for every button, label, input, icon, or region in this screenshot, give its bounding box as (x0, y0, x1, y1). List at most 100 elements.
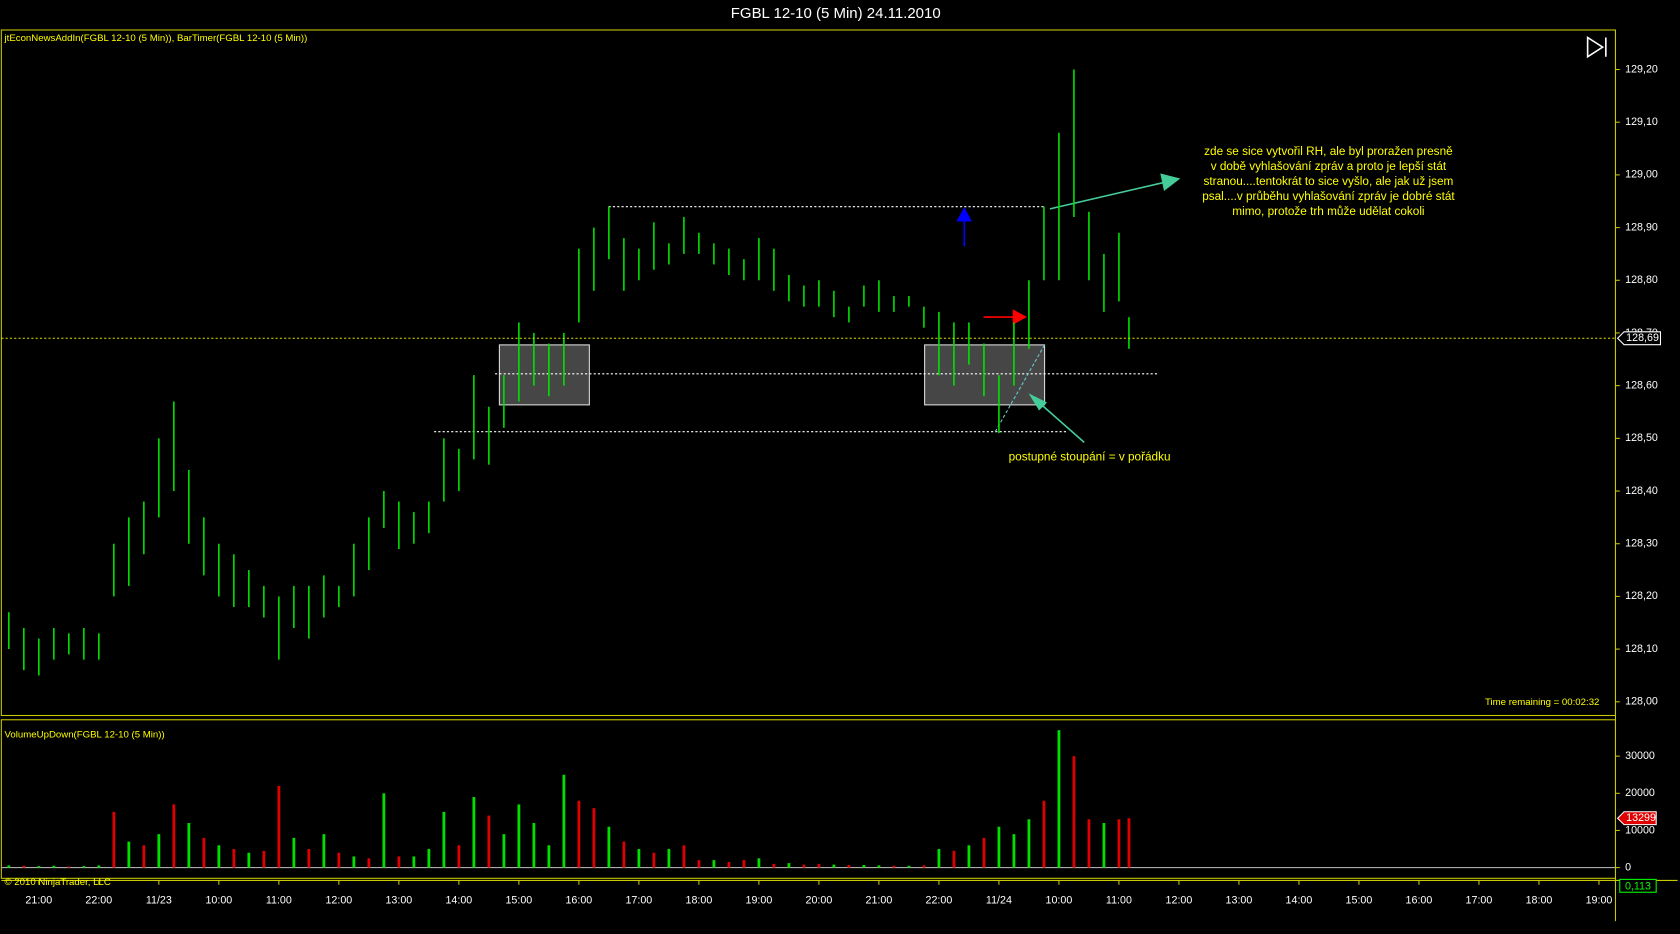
volume-bar (67, 866, 71, 868)
volume-bar (1012, 834, 1016, 868)
x-tick-label: 10:00 (1046, 895, 1073, 907)
x-tick-label: 20:00 (806, 895, 833, 907)
x-tick-label: 18:00 (1526, 895, 1553, 907)
volume-bar (862, 864, 866, 868)
y-tick-label: 129,00 (1625, 169, 1658, 181)
last-volume-label: 13299 (1626, 812, 1656, 824)
volume-bar (277, 785, 281, 868)
volume-bar (127, 841, 131, 868)
volume-bar (937, 849, 941, 868)
volume-bar (637, 849, 641, 868)
volume-bar (457, 845, 461, 868)
volume-bar (622, 841, 626, 868)
y-tick-label: 128,20 (1625, 590, 1658, 602)
volume-bar (82, 866, 86, 868)
volume-bar (22, 865, 26, 868)
volume-bar (532, 823, 536, 868)
volume-bar (847, 864, 851, 868)
y-tick-label: 30000 (1625, 750, 1655, 762)
volume-bar (37, 866, 41, 868)
x-tick-label: 21:00 (25, 895, 52, 907)
volume-bar (817, 863, 821, 868)
volume-bar (337, 852, 341, 868)
volume-bar (1057, 730, 1061, 868)
volume-bar (892, 865, 896, 868)
volume-bar (97, 865, 101, 868)
x-tick-label: 19:00 (1586, 895, 1613, 907)
drawings (434, 173, 1181, 443)
volume-bar (772, 863, 776, 868)
annotation-text: postupné stoupání = v pořádku (1009, 450, 1171, 463)
y-tick-label: 128,30 (1625, 538, 1658, 550)
volume-bar (217, 845, 221, 868)
volume-bar (427, 849, 431, 868)
volume-bar (712, 860, 716, 868)
volume-bar (577, 800, 581, 868)
annotation-text: mimo, protože trh může udělat cokoli (1232, 205, 1424, 218)
x-tick-label: 14:00 (1286, 895, 1313, 907)
x-tick-label: 22:00 (85, 895, 112, 907)
volume-bar (982, 837, 986, 868)
icon (1586, 36, 1607, 59)
volume-bar (1072, 756, 1076, 868)
y-tick-label: 128,50 (1625, 432, 1658, 444)
x-tick-label: 11/23 (146, 895, 172, 907)
volume-bar (562, 774, 566, 868)
volume-bar (652, 852, 656, 868)
x-tick-label: 17:00 (625, 895, 652, 907)
volume-bar (727, 862, 731, 868)
volume-bar (397, 856, 401, 868)
volume-bar (472, 797, 476, 868)
volume-bar (502, 834, 506, 868)
x-tick-label: 22:00 (926, 895, 953, 907)
y-tick-label: 10000 (1625, 824, 1655, 836)
volume-bar (487, 815, 491, 868)
volume-bar (802, 864, 806, 868)
tag-text: 0,113 (1625, 881, 1651, 893)
volume-bar (517, 804, 521, 868)
volume-bar (352, 856, 356, 868)
volume-bar (697, 860, 701, 868)
x-tick-label: 15:00 (1346, 895, 1373, 907)
volume-bar (1027, 819, 1031, 868)
volume-bar (1102, 823, 1106, 868)
volume-bar (1127, 818, 1131, 868)
x-tick-label: 19:00 (745, 895, 772, 907)
y-tick-label: 128,80 (1625, 274, 1658, 286)
volume-bar (262, 850, 266, 868)
volume-bar (1117, 819, 1121, 868)
volume-bar (922, 865, 926, 868)
y-tick-label: 129,20 (1625, 63, 1658, 75)
volume-bar (757, 858, 761, 868)
price-panel-label: jtEconNewsAddIn(FGBL 12-10 (5 Min)), Bar… (4, 33, 308, 44)
last-price-label: 128,69 (1626, 332, 1659, 344)
x-tick-label: 10:00 (205, 895, 232, 907)
x-tick-label: 18:00 (685, 895, 712, 907)
y-tick-label: 128,90 (1625, 221, 1658, 233)
volume-bar (307, 849, 311, 868)
y-tick-label: 128,10 (1625, 643, 1658, 655)
volume-bar (952, 850, 956, 868)
window-title: FGBL 12-10 (5 Min) 24.11.2010 (731, 5, 941, 22)
x-tick-label: 17:00 (1466, 895, 1493, 907)
volume-bar (52, 865, 56, 868)
annotation-text: v době vyhlašování zpráv a proto je lepš… (1211, 160, 1447, 173)
volume-bar (157, 834, 161, 868)
x-tick-label: 12:00 (1166, 895, 1193, 907)
y-tick-label: 128,60 (1625, 379, 1658, 391)
volume-bar (367, 858, 371, 868)
x-tick-label: 11:00 (266, 895, 292, 907)
annotation-text: psal....v průběhu vyhlašování zpráv je d… (1202, 190, 1455, 203)
volume-bar (202, 837, 206, 868)
y-tick-label: 0 (1625, 861, 1631, 873)
volume-bar (787, 863, 791, 868)
bar-timer: Time remaining = 00:02:32 (1485, 697, 1599, 708)
volume-bar (592, 808, 596, 868)
volume-bar (322, 834, 326, 868)
x-tick-label: 11:00 (1106, 895, 1132, 907)
y-tick-label: 20000 (1625, 787, 1655, 799)
blue-arrow (956, 207, 973, 247)
